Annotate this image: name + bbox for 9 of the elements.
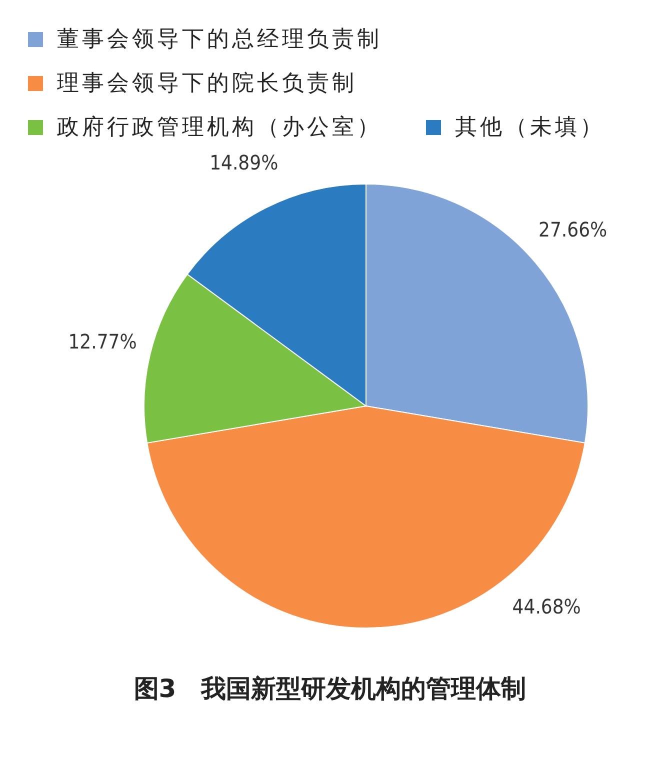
data-label: 44.68% bbox=[512, 594, 581, 618]
data-label: 12.77% bbox=[68, 330, 137, 354]
legend-label: 政府行政管理机构（办公室） bbox=[57, 114, 382, 142]
legend-label: 其他（未填） bbox=[455, 114, 605, 142]
data-label: 14.89% bbox=[210, 150, 278, 175]
data-label: 27.66% bbox=[538, 218, 608, 242]
text: 图3 我国新型研发机构的管理体制 bbox=[132, 673, 528, 705]
legend-label: 理事会领导下的院长负责制 bbox=[57, 70, 357, 98]
legend-label: 董事会领导下的总经理负责制 bbox=[57, 26, 382, 54]
